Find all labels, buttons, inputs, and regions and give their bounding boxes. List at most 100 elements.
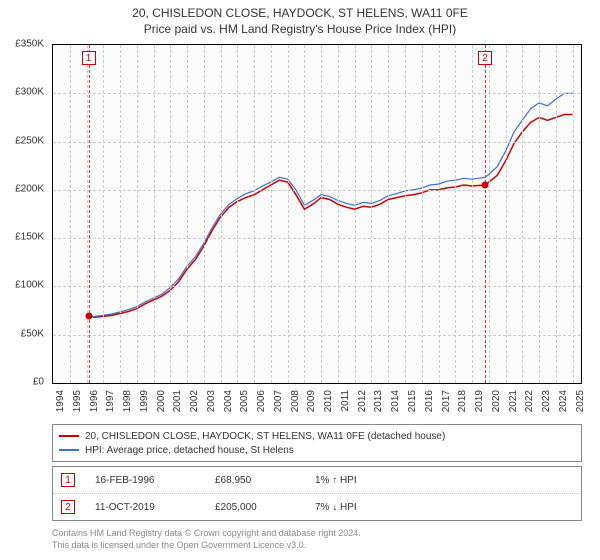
y-tick-label: £200K [15,183,44,194]
gridline-vertical [522,45,523,383]
event-marker: 1 [82,51,96,65]
legend-label: HPI: Average price, detached house, St H… [85,445,294,456]
gridline-vertical [154,45,155,383]
x-tick-label: 1998 [122,390,133,412]
gridline-vertical [338,45,339,383]
x-tick-label: 2013 [373,390,384,412]
event-row: 2 11-OCT-2019£205,0007% ↓ HPI [53,493,581,520]
gridline-horizontal [53,335,581,336]
legend-swatch [59,449,79,451]
x-tick-label: 1999 [139,390,150,412]
x-tick-label: 1994 [55,390,66,412]
x-tick-label: 2011 [340,390,351,412]
x-axis-labels: 1994199519961997199819992000200120022003… [52,386,582,426]
event-price: £68,950 [215,475,315,486]
gridline-vertical [506,45,507,383]
gridline-vertical [170,45,171,383]
x-tick-label: 2021 [508,390,519,412]
x-tick-label: 2010 [323,390,334,412]
legend: 20, CHISLEDON CLOSE, HAYDOCK, ST HELENS,… [52,424,582,462]
event-price: £205,000 [215,502,315,513]
gridline-vertical [405,45,406,383]
series-line-hpi [89,93,573,317]
x-tick-label: 1995 [72,390,83,412]
x-tick-label: 1996 [89,390,100,412]
y-tick-label: £0 [33,377,44,388]
gridline-vertical [204,45,205,383]
event-dot [85,313,92,320]
plot-area: 12 [52,44,582,384]
chart-svg [53,45,581,383]
x-tick-label: 2008 [290,390,301,412]
gridline-vertical [388,45,389,383]
gridline-vertical [87,45,88,383]
legend-item: 20, CHISLEDON CLOSE, HAYDOCK, ST HELENS,… [59,429,575,443]
x-tick-label: 2025 [575,390,586,412]
gridline-vertical [439,45,440,383]
gridline-vertical [539,45,540,383]
gridline-vertical [288,45,289,383]
x-tick-label: 2017 [441,390,452,412]
event-row: 116-FEB-1996£68,9501% ↑ HPI [53,467,581,493]
x-tick-label: 2004 [223,390,234,412]
gridline-horizontal [53,93,581,94]
x-tick-label: 2024 [558,390,569,412]
y-tick-label: £350K [15,39,44,50]
chart-title: 20, CHISLEDON CLOSE, HAYDOCK, ST HELENS,… [0,0,600,20]
x-tick-label: 2006 [256,390,267,412]
y-tick-label: £300K [15,87,44,98]
x-tick-label: 2002 [189,390,200,412]
x-tick-label: 2023 [541,390,552,412]
event-diff: 1% ↑ HPI [315,475,415,486]
gridline-vertical [103,45,104,383]
gridline-vertical [472,45,473,383]
y-tick-label: £150K [15,232,44,243]
x-tick-label: 2014 [390,390,401,412]
gridline-horizontal [53,286,581,287]
x-tick-label: 2020 [491,390,502,412]
x-tick-label: 2015 [407,390,418,412]
event-line [485,45,486,383]
gridline-vertical [120,45,121,383]
gridline-horizontal [53,142,581,143]
event-date: 11-OCT-2019 [95,502,215,513]
gridline-vertical [304,45,305,383]
x-tick-label: 2007 [273,390,284,412]
footnote: Contains HM Land Registry data © Crown c… [52,528,582,551]
event-dot [482,182,489,189]
footnote-line-1: Contains HM Land Registry data © Crown c… [52,528,361,538]
events-table: 116-FEB-1996£68,9501% ↑ HPI211-OCT-2019£… [52,466,582,521]
gridline-vertical [422,45,423,383]
gridline-vertical [556,45,557,383]
x-tick-label: 2009 [306,390,317,412]
event-id-box: 1 [61,473,75,487]
legend-label: 20, CHISLEDON CLOSE, HAYDOCK, ST HELENS,… [85,431,445,442]
gridline-vertical [70,45,71,383]
event-marker: 2 [478,51,492,65]
gridline-vertical [221,45,222,383]
gridline-vertical [371,45,372,383]
x-tick-label: 2001 [172,390,183,412]
x-tick-label: 2003 [206,390,217,412]
x-tick-label: 2005 [239,390,250,412]
gridline-horizontal [53,238,581,239]
gridline-vertical [489,45,490,383]
footnote-line-2: This data is licensed under the Open Gov… [52,540,306,550]
gridline-vertical [187,45,188,383]
gridline-horizontal [53,190,581,191]
legend-swatch [59,435,79,437]
gridline-vertical [355,45,356,383]
event-line [89,45,90,383]
event-id-box: 2 [61,500,75,514]
x-tick-label: 2000 [156,390,167,412]
x-tick-label: 2012 [357,390,368,412]
y-tick-label: £250K [15,135,44,146]
chart-container: 20, CHISLEDON CLOSE, HAYDOCK, ST HELENS,… [0,0,600,560]
x-tick-label: 2022 [524,390,535,412]
y-tick-label: £50K [21,328,44,339]
legend-item: HPI: Average price, detached house, St H… [59,443,575,457]
gridline-vertical [137,45,138,383]
x-tick-label: 2019 [474,390,485,412]
event-diff: 7% ↓ HPI [315,502,415,513]
gridline-vertical [321,45,322,383]
